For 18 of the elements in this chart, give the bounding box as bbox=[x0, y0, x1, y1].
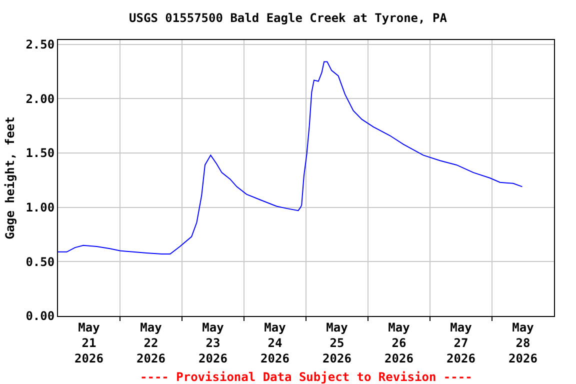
y-tick-label: 0.00 bbox=[26, 309, 55, 324]
x-tick-label: May 28 2026 bbox=[508, 320, 538, 366]
y-tick-label: 0.50 bbox=[26, 254, 55, 269]
y-tick-label: 2.00 bbox=[26, 92, 55, 106]
y-tick-label: 2.50 bbox=[26, 38, 55, 52]
y-tick-label: 1.00 bbox=[26, 200, 55, 215]
x-tick-label: May 23 2026 bbox=[198, 320, 228, 366]
x-tick-label: May 26 2026 bbox=[384, 320, 414, 366]
y-tick-label: 1.50 bbox=[26, 146, 55, 160]
x-tick-label: May 27 2026 bbox=[446, 320, 476, 366]
y-axis-title: Gage height, feet bbox=[2, 116, 17, 240]
x-tick-label: May 25 2026 bbox=[322, 320, 352, 366]
line-series bbox=[58, 61, 523, 255]
text: ---- Provisional Data Subject to Revision ---- bbox=[140, 370, 472, 384]
x-tick-label: May 22 2026 bbox=[136, 320, 166, 366]
x-tick-label: May 21 2026 bbox=[74, 320, 104, 366]
chart-title: USGS 01557500 Bald Eagle Creek at Tyrone, PA bbox=[129, 10, 448, 25]
x-tick-label: May 24 2026 bbox=[260, 320, 290, 366]
